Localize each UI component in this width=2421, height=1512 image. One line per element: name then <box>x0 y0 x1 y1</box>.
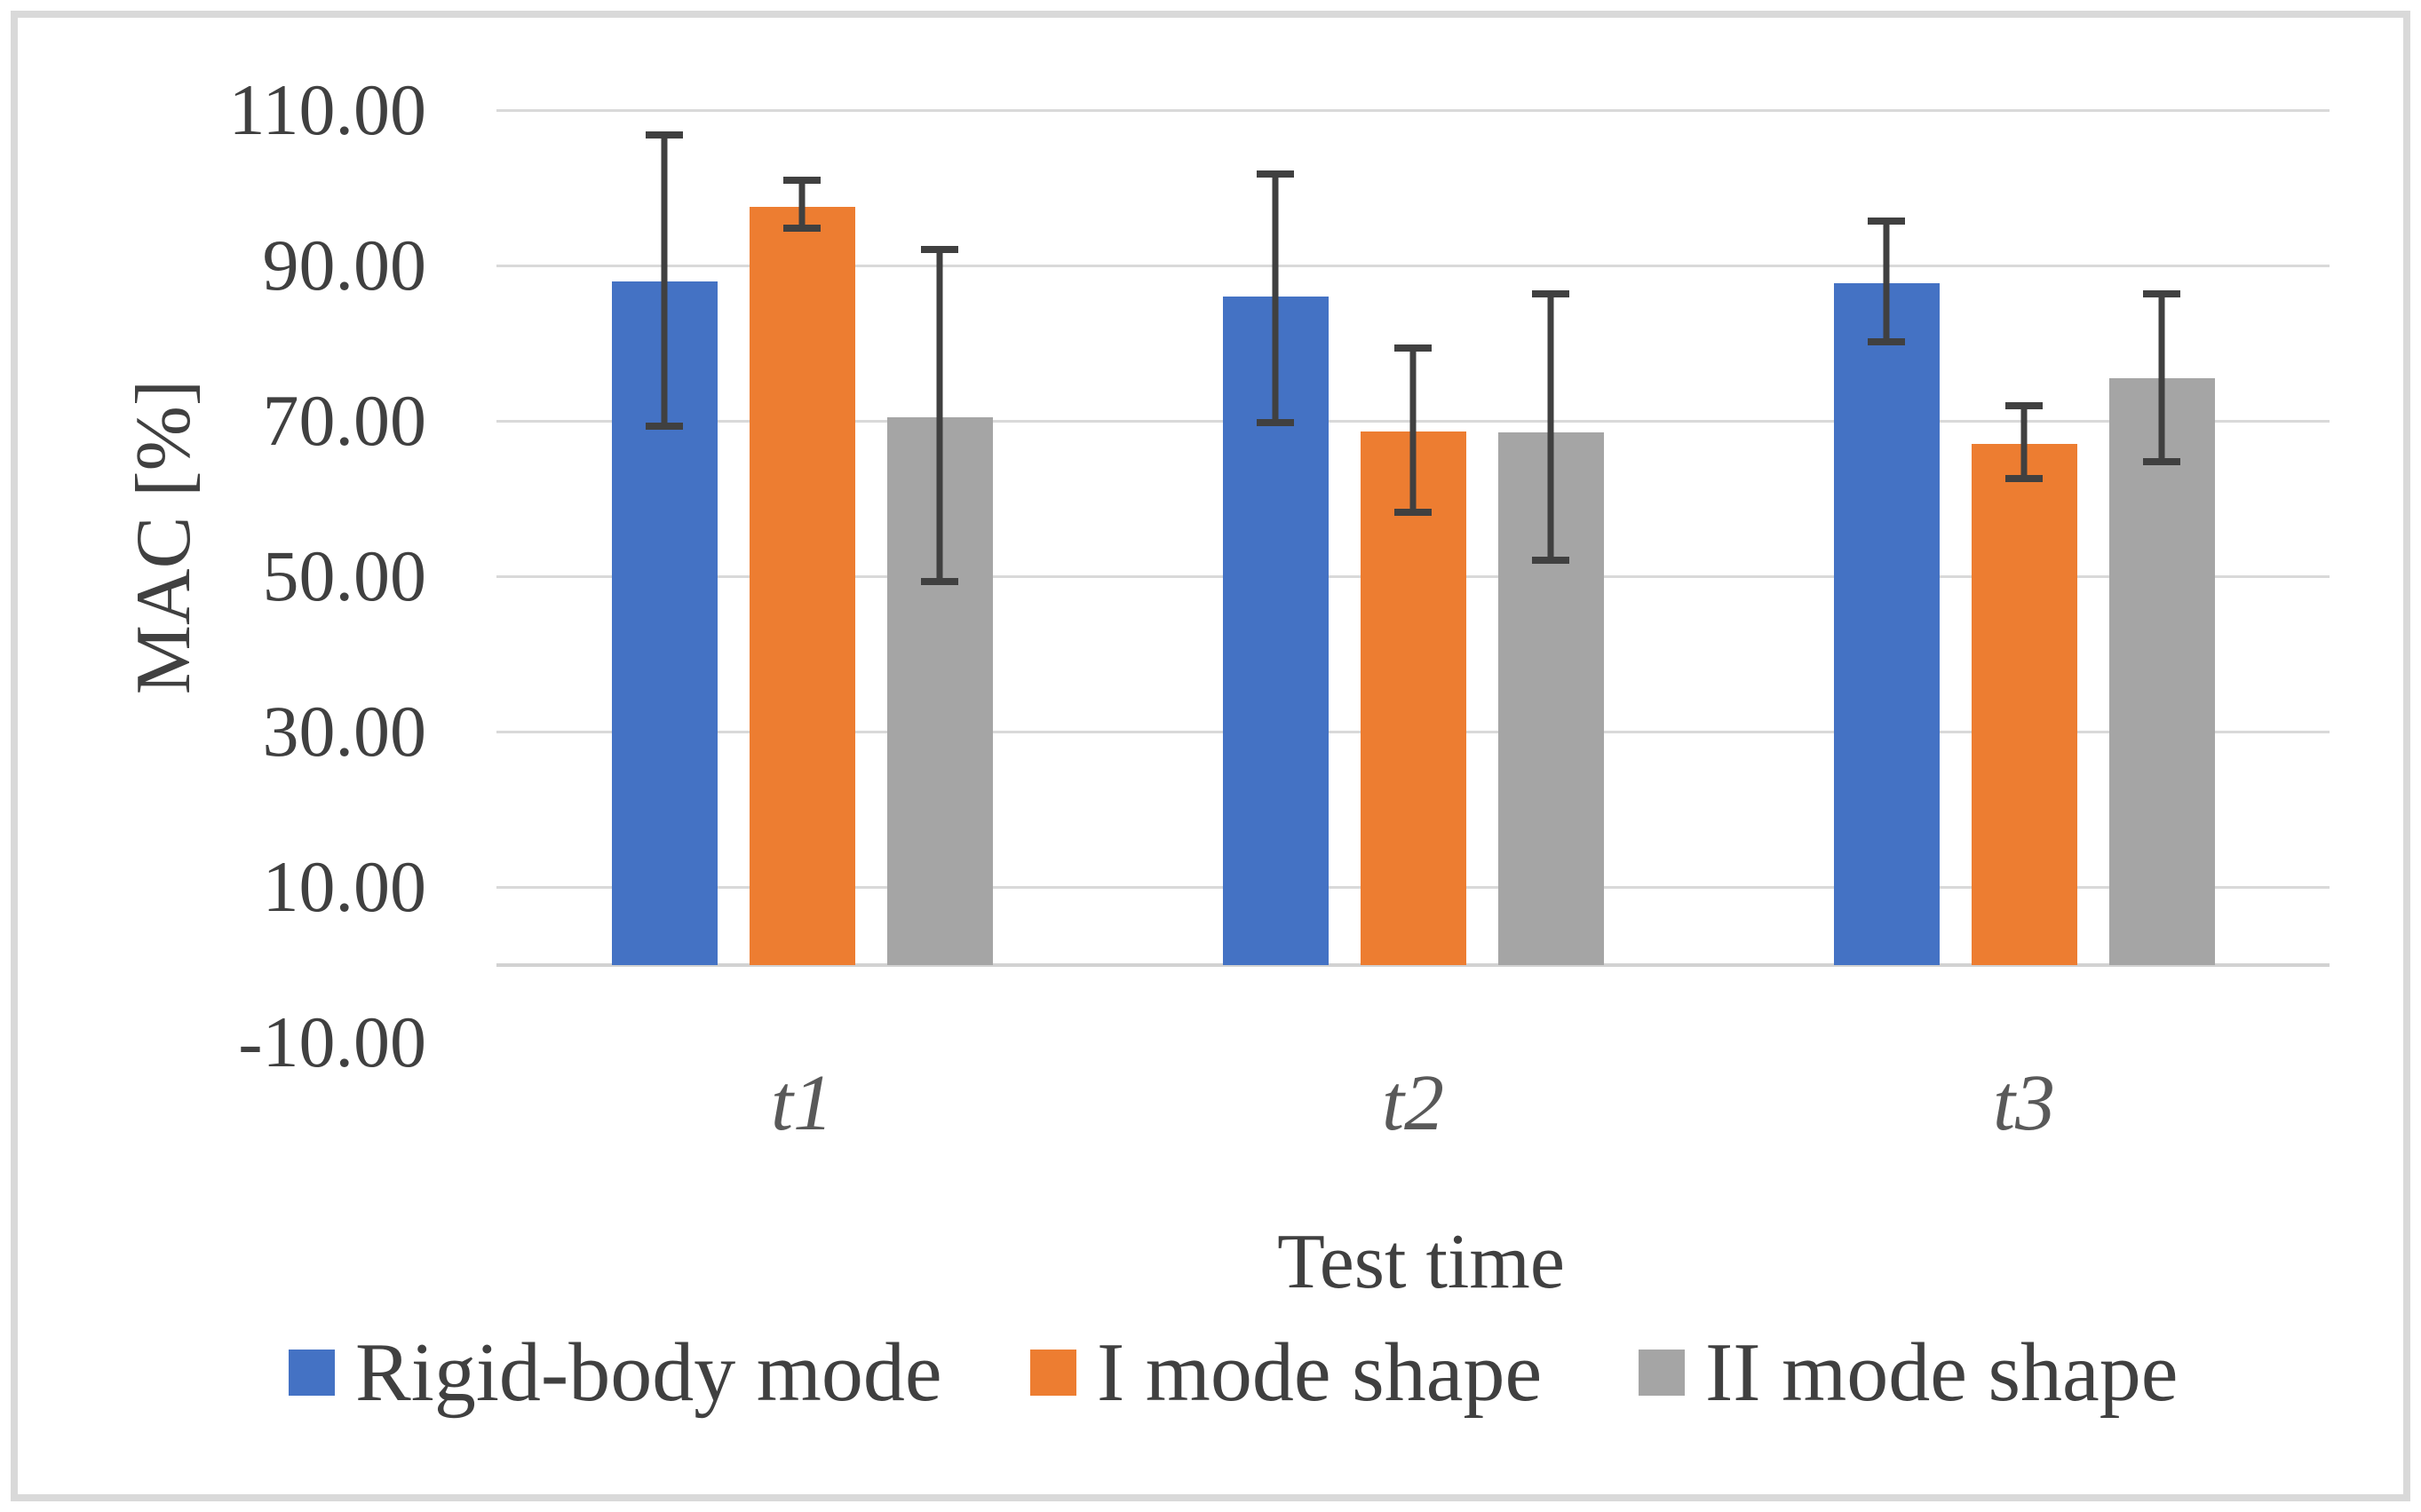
bar-i-mode-shape-t1 <box>749 207 855 965</box>
error-bar-t2-series3 <box>1547 293 1554 560</box>
legend-label-rigid-body-mode: Rigid-body mode <box>355 1326 942 1419</box>
legend-label-i-mode-shape: I mode shape <box>1097 1326 1543 1419</box>
error-bar-t2-series2 <box>1409 347 1417 513</box>
error-bar-t3-series3 <box>2158 293 2165 462</box>
bar-rigid-body-mode-t3 <box>1833 283 1940 965</box>
error-cap-bottom-t1-series2 <box>783 225 821 232</box>
error-cap-bottom-t2-series2 <box>1394 509 1432 517</box>
gridline-90 <box>496 264 2330 267</box>
y-tick-label-30: 30.00 <box>262 691 427 772</box>
error-cap-bottom-t3-series3 <box>2143 457 2180 465</box>
gridline-110 <box>496 108 2330 112</box>
error-cap-bottom-t3-series1 <box>1868 337 1905 345</box>
error-cap-bottom-t3-series2 <box>2005 474 2043 482</box>
y-tick-label--10: -10.00 <box>238 1001 426 1082</box>
legend-swatch-rigid-body-mode <box>289 1350 335 1396</box>
figure-border <box>11 11 2410 1501</box>
error-bar-t3-series1 <box>1883 221 1890 342</box>
y-tick-label-50: 50.00 <box>262 535 427 616</box>
error-bar-t1-series1 <box>661 135 668 427</box>
error-cap-bottom-t1-series3 <box>921 578 958 586</box>
x-category-label-t3: t3 <box>1992 1059 2056 1147</box>
y-tick-label-70: 70.00 <box>262 380 427 461</box>
error-cap-top-t3-series2 <box>2005 401 2043 409</box>
legend-swatch-ii-mode-shape <box>1639 1350 1685 1396</box>
error-cap-top-t2-series3 <box>1532 289 1569 297</box>
y-tick-label-110: 110.00 <box>228 69 426 150</box>
error-cap-top-t3-series3 <box>2143 289 2180 297</box>
error-cap-top-t1-series3 <box>921 245 958 253</box>
y-axis-title: MAC [%] <box>121 379 207 695</box>
error-bar-t2-series1 <box>1272 173 1279 423</box>
y-tick-label-90: 90.00 <box>262 225 427 305</box>
x-category-label-t1: t1 <box>770 1059 834 1147</box>
error-cap-bottom-t2-series1 <box>1257 418 1294 426</box>
x-axis-line <box>496 962 2330 967</box>
y-tick-label-10: 10.00 <box>262 846 427 927</box>
x-category-label-t2: t2 <box>1381 1059 1445 1147</box>
error-cap-bottom-t2-series3 <box>1532 556 1569 564</box>
error-cap-top-t2-series1 <box>1257 170 1294 178</box>
error-bar-t1-series2 <box>798 179 806 228</box>
bar-i-mode-shape-t3 <box>1971 444 2077 965</box>
error-cap-top-t3-series1 <box>1868 218 1905 226</box>
error-bar-t1-series3 <box>936 249 943 582</box>
error-bar-t3-series2 <box>2020 405 2028 479</box>
legend-label-ii-mode-shape: II mode shape <box>1705 1326 2179 1419</box>
x-axis-title: Test time <box>1277 1219 1565 1305</box>
error-cap-top-t1-series1 <box>646 131 683 139</box>
legend-swatch-i-mode-shape <box>1030 1350 1076 1396</box>
bar-ii-mode-shape-t3 <box>2108 377 2215 965</box>
error-cap-top-t2-series2 <box>1394 344 1432 352</box>
error-cap-top-t1-series2 <box>783 176 821 184</box>
error-cap-bottom-t1-series1 <box>646 423 683 431</box>
bar-i-mode-shape-t2 <box>1360 431 1466 965</box>
